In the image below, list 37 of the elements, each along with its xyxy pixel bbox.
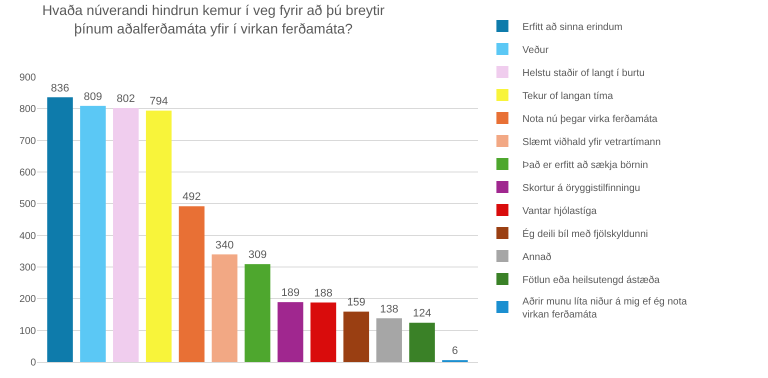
y-tick-label: 300: [19, 262, 36, 274]
legend-label: Veður: [522, 44, 550, 56]
data-label: 124: [412, 308, 432, 320]
data-label: 492: [182, 191, 201, 204]
data-label: 802: [116, 93, 136, 106]
legend-label: Slæmt viðhald yfir vetrartímann: [522, 136, 661, 148]
data-label: 6: [452, 345, 458, 358]
legend-label: Fötlun eða heilsutengd ástæða: [522, 274, 660, 286]
data-label: 836: [50, 82, 70, 94]
y-tick-label: 700: [19, 136, 36, 147]
y-tick-label: 400: [19, 230, 36, 242]
legend-label: Aðrir munu líta niður á mig ef ég nota virkan ferðamáta: [522, 296, 688, 320]
legend-label: Það er erfitt að sækja börnin: [522, 160, 648, 171]
legend-label: Helstu staðir of langt í burtu: [522, 68, 645, 79]
data-label: 340: [215, 239, 234, 252]
legend-label: Nota nú þegar virka ferðamáta: [522, 114, 658, 125]
y-tick-label: 500: [19, 199, 36, 210]
y-tick-label: 100: [19, 326, 36, 337]
data-label: 809: [84, 90, 102, 103]
data-label: 309: [248, 249, 267, 262]
legend-label: Tekur of langan tíma: [522, 90, 614, 102]
y-tick-label: 900: [19, 72, 36, 84]
data-label: 159: [347, 296, 366, 309]
chart-title: Hvaða núverandi hindrun kemur í veg fyrir að þú breytir þínum aðalferðamáta yfir í virkan ferðamáta?: [42, 2, 385, 36]
y-tick-label: 200: [19, 294, 36, 306]
y-tick-label: 800: [19, 104, 36, 116]
legend-label: Annað: [522, 252, 552, 263]
data-label: 189: [281, 287, 300, 300]
y-tick-label: 600: [19, 168, 36, 178]
legend-label: Erfitt að sinna erindum: [522, 22, 622, 33]
y-tick-label: 0: [30, 358, 36, 368]
data-label: 138: [380, 303, 398, 316]
legend-label: Vantar hjólastíga: [522, 206, 598, 217]
data-label: 188: [314, 287, 333, 300]
legend-label: Skortur á öryggistilfinningu: [522, 182, 640, 194]
data-label: 794: [150, 96, 168, 108]
legend-label: Ég deili bíl með fjölskyldunni: [522, 228, 648, 240]
